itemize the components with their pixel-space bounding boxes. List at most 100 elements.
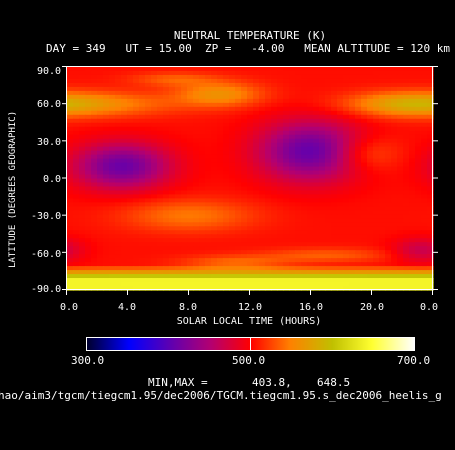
heatmap-cell: [211, 82, 218, 88]
heatmap-cell: [277, 238, 284, 243]
heatmap-cell: [151, 182, 158, 188]
heatmap-cell: [265, 278, 272, 283]
heatmap-cell: [325, 270, 332, 275]
heatmap-cell: [127, 210, 134, 215]
heatmap-cell: [241, 138, 248, 144]
heatmap-cell: [223, 102, 230, 108]
heatmap-cell: [301, 134, 308, 140]
heatmap-cell: [175, 146, 182, 152]
heatmap-cell: [217, 70, 224, 76]
heatmap-cell: [415, 126, 422, 132]
heatmap-cell: [133, 70, 140, 76]
heatmap-cell: [97, 86, 104, 92]
heatmap-cell: [247, 142, 254, 148]
heatmap-cell: [391, 170, 398, 176]
heatmap-cell: [337, 246, 344, 251]
heatmap-cell: [145, 230, 152, 235]
heatmap-cell: [403, 142, 410, 148]
heatmap-cell: [313, 174, 320, 180]
heatmap-cell: [259, 206, 266, 211]
heatmap-cell: [187, 214, 194, 219]
heatmap-cell: [85, 230, 92, 235]
heatmap-cell: [349, 182, 356, 188]
heatmap-cell: [253, 82, 260, 88]
heatmap-cell: [91, 146, 98, 152]
heatmap-cell: [361, 226, 368, 231]
heatmap-cell: [145, 86, 152, 92]
heatmap-cell: [127, 114, 134, 120]
heatmap-cell: [337, 254, 344, 259]
heatmap-cell: [85, 282, 92, 287]
heatmap-cell: [163, 67, 170, 72]
heatmap-cell: [397, 170, 404, 176]
heatmap-cell: [205, 274, 212, 279]
heatmap-cell: [163, 242, 170, 247]
heatmap-cell: [313, 246, 320, 251]
heatmap-cell: [343, 218, 350, 223]
heatmap-cell: [145, 206, 152, 211]
heatmap-cell: [169, 218, 176, 223]
heatmap-cell: [415, 262, 422, 267]
heatmap-cell: [139, 174, 146, 180]
heatmap-cell: [73, 218, 80, 223]
heatmap-cell: [187, 270, 194, 275]
heatmap-cell: [379, 67, 386, 72]
heatmap-cell: [199, 166, 206, 172]
heatmap-cell: [385, 242, 392, 247]
heatmap-cell: [301, 138, 308, 144]
heatmap-cell: [67, 158, 74, 164]
heatmap-cell: [277, 98, 284, 104]
heatmap-cell: [403, 210, 410, 215]
heatmap-cell: [223, 190, 230, 196]
heatmap-cell: [307, 78, 314, 84]
heatmap-cell: [229, 98, 236, 104]
heatmap-cell: [367, 198, 374, 203]
heatmap-cell: [217, 150, 224, 156]
heatmap-cell: [79, 70, 86, 76]
heatmap-cell: [205, 154, 212, 160]
heatmap-cell: [319, 178, 326, 184]
heatmap-cell: [169, 86, 176, 92]
heatmap-cell: [343, 94, 350, 100]
heatmap-cell: [175, 74, 182, 80]
heatmap-cell: [295, 222, 302, 227]
heatmap-cell: [115, 178, 122, 184]
heatmap-cell: [145, 114, 152, 120]
heatmap-cell: [193, 182, 200, 188]
heatmap-cell: [385, 130, 392, 136]
heatmap-cell: [163, 262, 170, 267]
heatmap-cell: [229, 142, 236, 148]
heatmap-cell: [193, 166, 200, 172]
heatmap-cell: [139, 246, 146, 251]
heatmap-cell: [259, 158, 266, 164]
heatmap-cell: [121, 134, 128, 140]
heatmap-cell: [289, 210, 296, 215]
heatmap-cell: [121, 286, 128, 291]
heatmap-cell: [397, 78, 404, 84]
heatmap-cell: [151, 210, 158, 215]
heatmap-cell: [241, 214, 248, 219]
heatmap-cell: [91, 274, 98, 279]
heatmap-cell: [169, 222, 176, 227]
heatmap-cell: [133, 90, 140, 96]
heatmap-cell: [283, 74, 290, 80]
heatmap-cell: [403, 222, 410, 227]
heatmap-cell: [343, 262, 350, 267]
heatmap-cell: [325, 198, 332, 203]
heatmap-cell: [127, 198, 134, 203]
heatmap-cell: [199, 106, 206, 112]
heatmap-cell: [73, 286, 80, 291]
heatmap-cell: [295, 82, 302, 88]
heatmap-cell: [115, 166, 122, 172]
heatmap-cell: [421, 186, 428, 192]
heatmap-cell: [163, 98, 170, 104]
heatmap-cell: [169, 94, 176, 100]
heatmap-cell: [277, 222, 284, 227]
heatmap-cell: [79, 262, 86, 267]
heatmap-cell: [121, 98, 128, 104]
heatmap-cell: [85, 250, 92, 255]
heatmap-cell: [133, 98, 140, 104]
heatmap-cell: [415, 146, 422, 152]
heatmap-cell: [409, 198, 416, 203]
heatmap-cell: [367, 126, 374, 132]
